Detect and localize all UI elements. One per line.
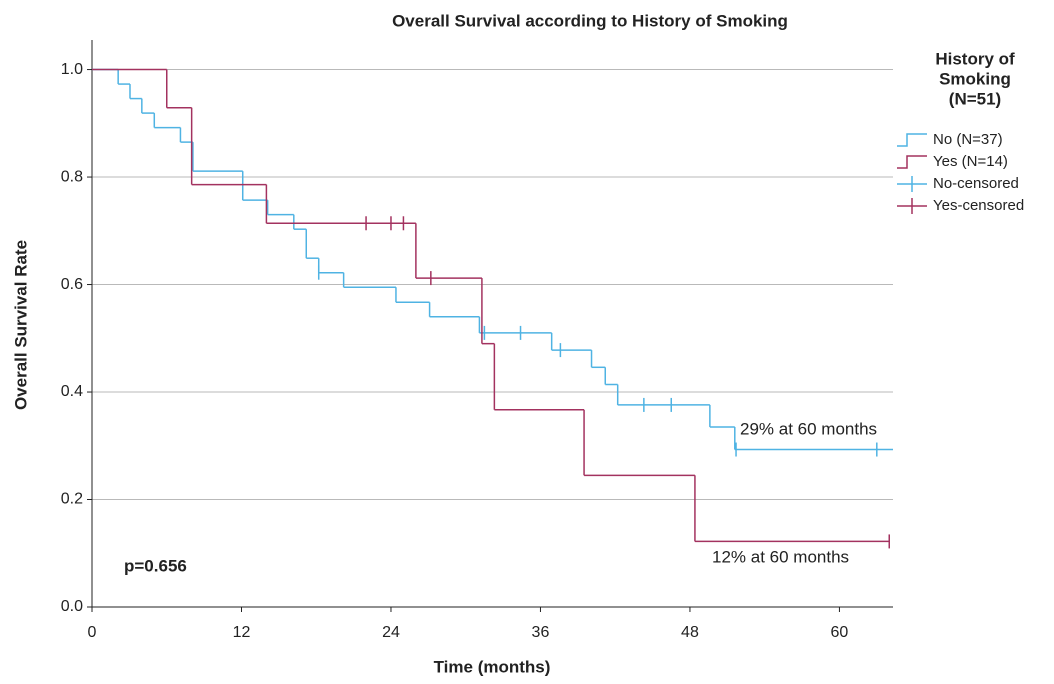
- p-value: p=0.656: [124, 556, 187, 575]
- x-tick-label: 24: [382, 624, 400, 641]
- x-axis-label: Time (months): [434, 657, 551, 676]
- y-tick-label: 0.6: [61, 276, 83, 293]
- legend-swatch: [897, 155, 927, 169]
- y-tick-label: 0.0: [61, 598, 83, 615]
- x-tick-label: 36: [532, 624, 550, 641]
- legend-label: Yes (N=14): [933, 153, 1008, 170]
- y-tick-label: 1.0: [61, 61, 83, 78]
- chart-title: Overall Survival according to History of…: [392, 11, 788, 30]
- legend-title: (N=51): [949, 89, 1001, 108]
- annotation: 12% at 60 months: [712, 547, 849, 566]
- legend-label: No (N=37): [933, 131, 1003, 148]
- legend-title: Smoking: [939, 69, 1011, 88]
- legend-label: No-censored: [933, 175, 1019, 192]
- legend-label: Yes-censored: [933, 197, 1024, 214]
- y-axis-label: Overall Survival Rate: [11, 240, 30, 410]
- x-tick-label: 60: [831, 624, 849, 641]
- y-tick-label: 0.4: [61, 383, 83, 400]
- y-tick-label: 0.2: [61, 491, 83, 508]
- x-tick-label: 12: [233, 624, 251, 641]
- legend-title: History of: [935, 49, 1015, 68]
- legend-swatch: [897, 133, 927, 147]
- y-tick-label: 0.8: [61, 168, 83, 185]
- x-tick-label: 48: [681, 624, 699, 641]
- x-tick-label: 0: [88, 624, 97, 641]
- annotation: 29% at 60 months: [740, 419, 877, 438]
